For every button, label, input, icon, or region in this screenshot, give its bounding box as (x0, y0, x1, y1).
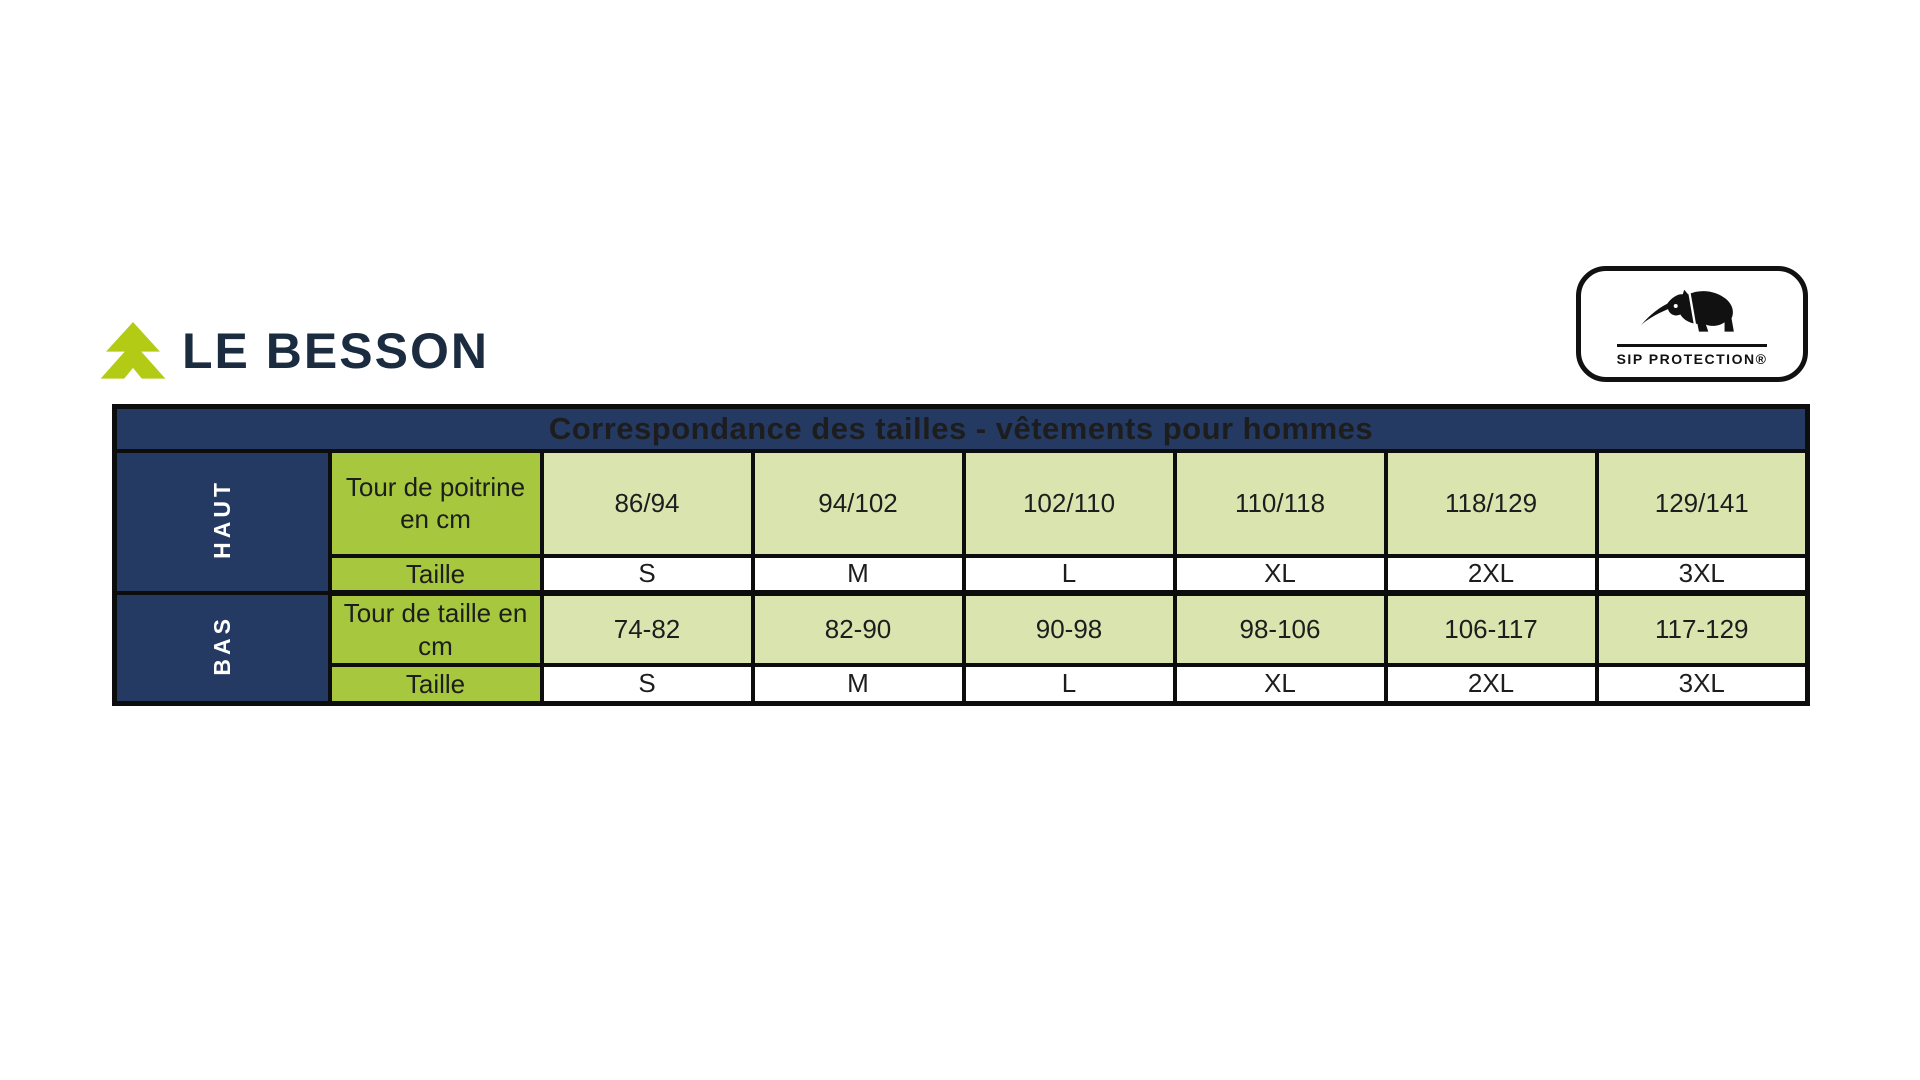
table-cell: 90-98 (961, 591, 1177, 667)
table-cell: XL (1172, 553, 1388, 596)
table-cell: 82-90 (750, 591, 966, 667)
table-cell: XL (1172, 663, 1388, 705)
bas-measure-label: Tour de taille en cm (327, 591, 544, 667)
table-cell: 2XL (1383, 553, 1599, 596)
table-title: Correspondance des tailles - vêtements p… (112, 404, 1810, 453)
table-title-row: Correspondance des tailles - vêtements p… (112, 404, 1810, 453)
brand-wordmark: LE BESSON (182, 323, 489, 379)
table-cell: 129/141 (1594, 448, 1810, 558)
table-cell: 3XL (1594, 553, 1810, 596)
haut-size-label: Taille (327, 553, 544, 596)
bas-size-label: Taille (327, 663, 544, 705)
le-besson-logo: LE BESSON (98, 322, 489, 380)
sip-protection-badge: SIP PROTECTION® (1576, 266, 1808, 382)
table-cell: 110/118 (1172, 448, 1388, 558)
table-cell: 86/94 (539, 448, 755, 558)
sip-baseline (1617, 344, 1767, 347)
table-cell: 98-106 (1172, 591, 1388, 667)
table-cell: 118/129 (1383, 448, 1599, 558)
group-haut: HAUT (112, 448, 332, 595)
group-haut-label: HAUT (208, 479, 235, 560)
bas-size-row: Taille S M L XL 2XL 3XL (115, 663, 1810, 705)
double-chevron-tree-icon (100, 322, 166, 379)
table-cell: S (539, 663, 755, 705)
rhino-icon (1640, 289, 1734, 332)
table-cell: 3XL (1594, 663, 1810, 705)
table-cell: S (539, 553, 755, 596)
haut-measure-row: HAUT Tour de poitrine en cm 86/94 94/102… (112, 448, 1810, 595)
table-cell: 117-129 (1594, 591, 1810, 667)
table-cell: 102/110 (961, 448, 1177, 558)
haut-measure-label: Tour de poitrine en cm (327, 448, 544, 558)
group-bas: BAS (112, 591, 332, 705)
table-cell: M (750, 663, 966, 705)
bas-measure-row: BAS Tour de taille en cm 74-82 82-90 90-… (112, 591, 1810, 705)
table-cell: L (961, 663, 1177, 705)
table-cell: M (750, 553, 966, 596)
table-cell: 106-117 (1383, 591, 1599, 667)
table-cell: 94/102 (750, 448, 966, 558)
size-table: Correspondance des tailles - vêtements p… (112, 404, 1810, 706)
table-cell: 2XL (1383, 663, 1599, 705)
table-cell: L (961, 553, 1177, 596)
group-bas-label: BAS (208, 614, 235, 676)
haut-size-row: Taille S M L XL 2XL 3XL (115, 553, 1810, 596)
table-cell: 74-82 (539, 591, 755, 667)
sip-label: SIP PROTECTION® (1616, 351, 1768, 367)
